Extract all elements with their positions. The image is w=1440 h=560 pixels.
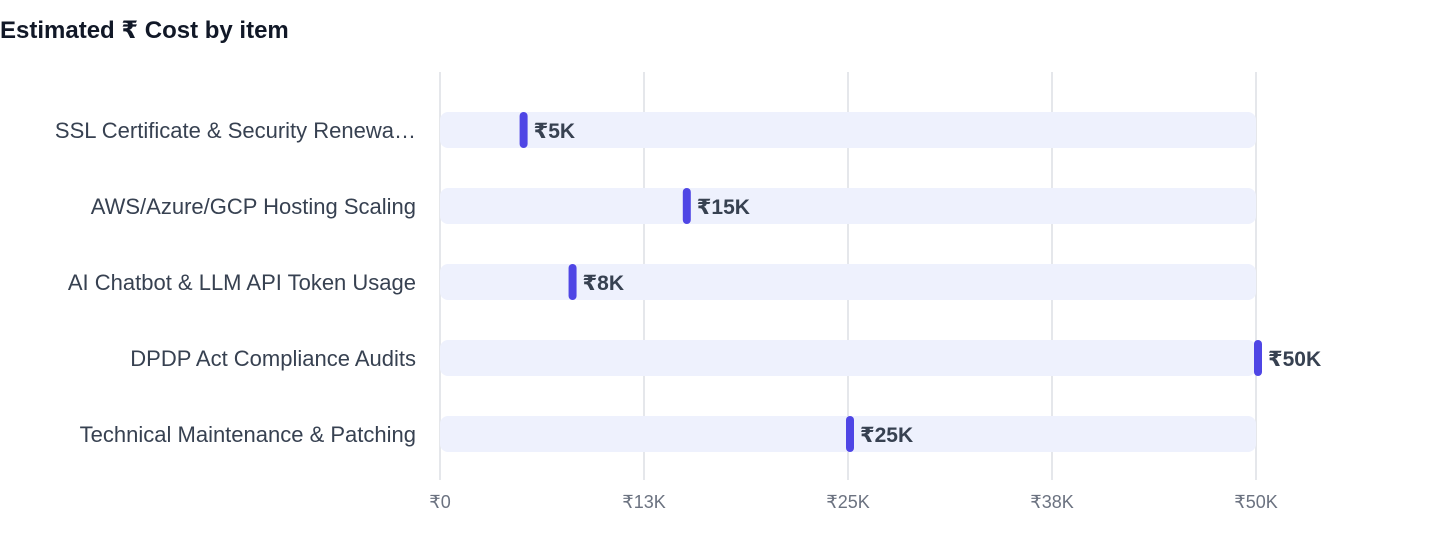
value-label: ₹25K bbox=[860, 424, 913, 447]
category-label: DPDP Act Compliance Audits bbox=[130, 346, 416, 371]
x-tick-label: ₹25K bbox=[826, 492, 869, 512]
bar-track bbox=[440, 264, 1256, 300]
bar-track bbox=[440, 340, 1256, 376]
value-label: ₹50K bbox=[1268, 348, 1321, 371]
bar-marker bbox=[1254, 340, 1262, 376]
x-tick-label: ₹13K bbox=[622, 492, 665, 512]
bar-track bbox=[440, 112, 1256, 148]
category-label: AI Chatbot & LLM API Token Usage bbox=[68, 270, 416, 295]
x-tick-label: ₹50K bbox=[1234, 492, 1277, 512]
bar-marker bbox=[682, 188, 691, 224]
bar-track bbox=[440, 188, 1256, 224]
x-tick-label: ₹38K bbox=[1030, 492, 1073, 512]
x-tick-label: ₹0 bbox=[429, 492, 450, 512]
value-label: ₹8K bbox=[583, 272, 624, 295]
category-label: AWS/Azure/GCP Hosting Scaling bbox=[91, 194, 416, 219]
bar-marker bbox=[519, 112, 528, 148]
category-label: SSL Certificate & Security Renewa… bbox=[55, 118, 416, 143]
value-label: ₹15K bbox=[697, 196, 750, 219]
bar-marker bbox=[846, 416, 854, 452]
category-label: Technical Maintenance & Patching bbox=[80, 422, 416, 447]
bar-marker bbox=[568, 264, 577, 300]
chart-title: Estimated ₹ Cost by item bbox=[0, 17, 289, 44]
value-label: ₹5K bbox=[534, 120, 575, 143]
